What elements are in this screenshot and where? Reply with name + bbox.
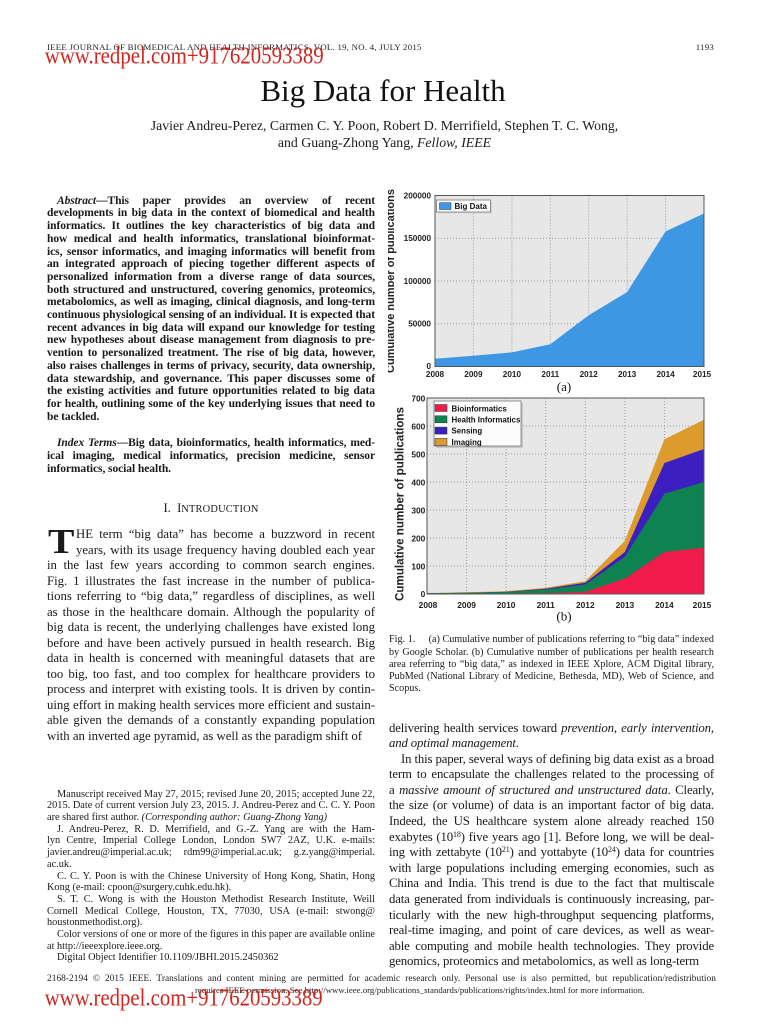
svg-text:Cumulative number of publicati: Cumulative number of publications xyxy=(388,189,397,373)
svg-text:2013: 2013 xyxy=(618,370,637,379)
svg-text:2010: 2010 xyxy=(497,600,516,610)
svg-text:100000: 100000 xyxy=(404,277,432,286)
svg-text:Imaging: Imaging xyxy=(452,438,482,447)
svg-text:Sensing: Sensing xyxy=(452,427,483,436)
svg-text:100: 100 xyxy=(411,562,425,572)
svg-text:2012: 2012 xyxy=(580,370,599,379)
svg-text:2015: 2015 xyxy=(693,370,712,379)
svg-text:www.redpel.com+917620593389: www.redpel.com+917620593389 xyxy=(45,986,323,1012)
svg-text:2013: 2013 xyxy=(616,600,635,610)
svg-text:2009: 2009 xyxy=(457,600,476,610)
svg-text:(a): (a) xyxy=(557,379,571,394)
svg-text:Big Data: Big Data xyxy=(455,202,488,211)
svg-text:300: 300 xyxy=(411,506,425,516)
svg-text:150000: 150000 xyxy=(404,234,432,243)
svg-text:2011: 2011 xyxy=(537,600,556,610)
svg-text:0: 0 xyxy=(426,362,431,371)
svg-text:Health Informatics: Health Informatics xyxy=(452,416,521,425)
svg-text:(b): (b) xyxy=(556,609,571,624)
svg-text:50000: 50000 xyxy=(408,320,431,329)
svg-text:2009: 2009 xyxy=(464,370,483,379)
svg-text:700: 700 xyxy=(411,394,425,404)
svg-text:2008: 2008 xyxy=(419,600,438,610)
svg-text:500: 500 xyxy=(411,450,425,460)
svg-text:2011: 2011 xyxy=(541,370,559,379)
svg-text:www.redpel.com+917620593389: www.redpel.com+917620593389 xyxy=(45,43,324,69)
svg-text:0: 0 xyxy=(421,589,426,599)
svg-text:2012: 2012 xyxy=(576,600,595,610)
svg-text:2015: 2015 xyxy=(693,600,712,610)
svg-text:200: 200 xyxy=(411,534,425,544)
svg-text:200000: 200000 xyxy=(404,191,432,200)
svg-text:2014: 2014 xyxy=(655,600,674,610)
svg-text:2008: 2008 xyxy=(426,370,445,379)
svg-text:Cumulative number of publicati: Cumulative number of publications xyxy=(394,407,407,601)
svg-text:400: 400 xyxy=(411,478,425,488)
svg-text:600: 600 xyxy=(411,422,425,432)
svg-text:2014: 2014 xyxy=(656,370,675,379)
svg-text:2010: 2010 xyxy=(503,370,522,379)
svg-text:Bioinformatics: Bioinformatics xyxy=(452,404,508,413)
